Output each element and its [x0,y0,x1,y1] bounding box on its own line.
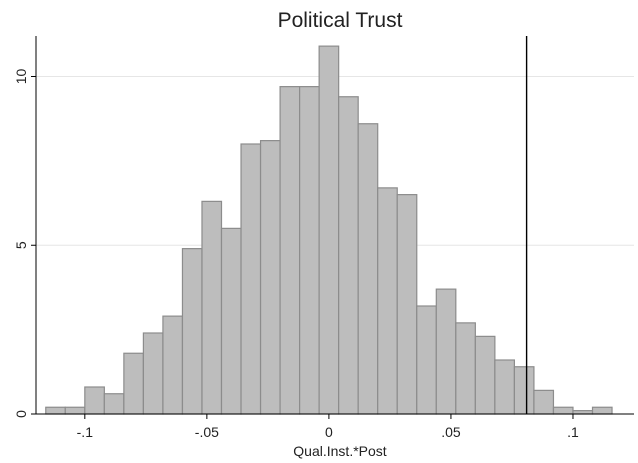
histogram-bar [474,335,496,415]
histogram-bar [220,227,242,415]
x-tick-label: -.05 [195,424,219,440]
tick-labels: -.1 -.05 0 .05 .1 0 5 10 [13,69,579,440]
histogram-bar [338,96,359,415]
x-tick-label: .1 [567,424,579,440]
histogram-bar [279,86,301,415]
histogram-bar [64,406,86,415]
histogram-bar [494,359,516,415]
histogram-bar [318,45,340,415]
histogram-bar [201,200,223,415]
x-tick-label: .05 [441,424,461,440]
histogram-bar [84,386,105,415]
histogram-bar [552,406,574,415]
chart-title: Political Trust [278,9,403,32]
x-tick-label: 0 [325,424,333,440]
y-tick-label: 5 [13,241,29,249]
histogram-bar [181,248,203,415]
axes [31,36,634,419]
x-tick-label: -.1 [77,424,94,440]
y-tick-label: 0 [13,410,29,418]
histogram-bar [435,288,457,415]
histogram-bar [299,86,320,415]
histogram-bar [396,194,418,415]
histogram-bar [45,406,66,415]
histogram-bar [162,315,184,415]
histogram-bar [103,393,125,415]
x-axis-label: Qual.Inst.*Post [293,443,386,459]
histogram-bar [533,389,555,415]
histogram-bar [455,322,476,415]
y-tick-label: 10 [13,69,29,85]
histogram-bar [259,140,281,415]
histogram-bar [591,406,613,415]
histogram-bar [142,332,164,415]
histogram-bar [513,366,535,415]
histogram-bar [123,352,144,415]
histogram-bar [240,143,262,415]
histogram-bar [377,187,398,415]
histogram-bars [45,45,613,415]
histogram-bar [416,305,437,415]
histogram-bar [357,123,379,415]
histogram-bar [572,410,594,415]
